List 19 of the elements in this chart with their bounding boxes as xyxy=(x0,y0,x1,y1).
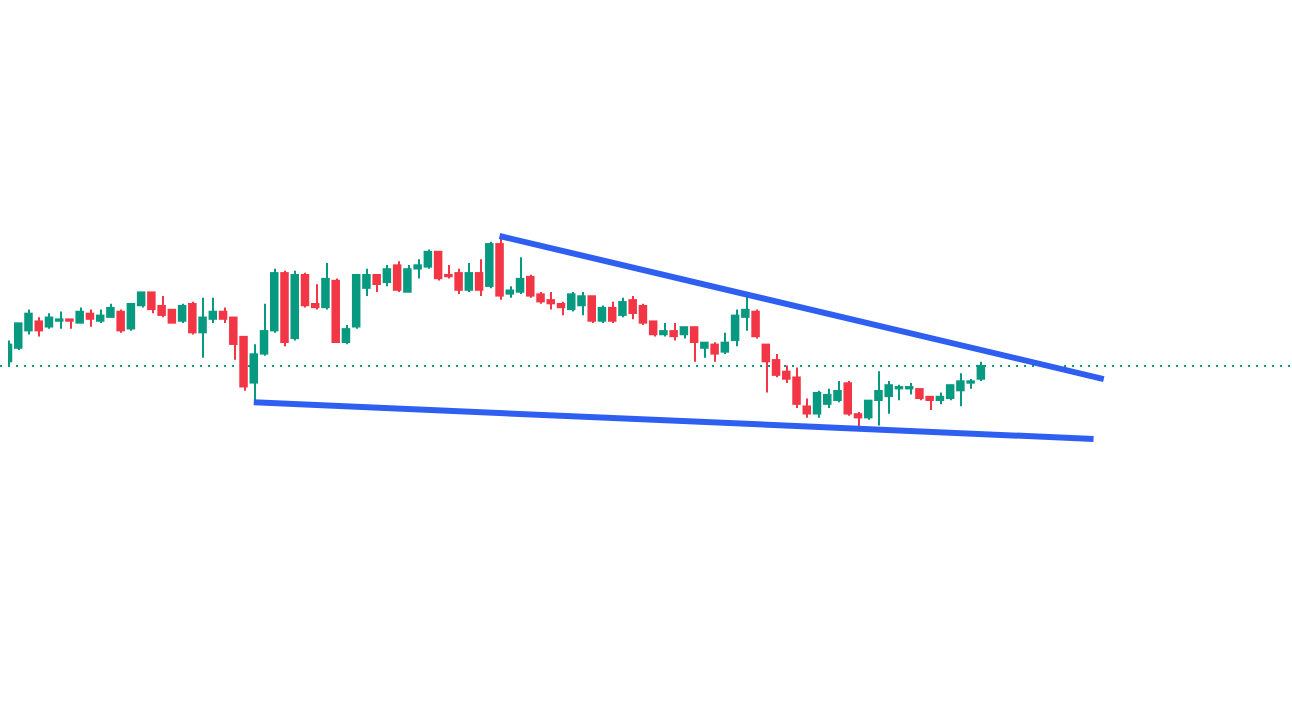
candlestick xyxy=(587,294,596,324)
candlestick xyxy=(116,308,125,334)
candlestick xyxy=(464,262,474,294)
candlestick xyxy=(751,308,760,340)
candlestick xyxy=(720,331,730,355)
candlestick xyxy=(34,316,43,338)
candlestick xyxy=(321,262,330,311)
candlestick xyxy=(474,258,484,297)
candlestick xyxy=(392,260,402,294)
candlestick xyxy=(177,302,187,324)
candlestick xyxy=(188,300,197,336)
candlestick xyxy=(341,323,351,346)
candlestick xyxy=(607,300,617,324)
candlestick xyxy=(802,397,812,419)
candlestick xyxy=(382,264,392,288)
candlestick xyxy=(485,240,494,290)
candlestick xyxy=(710,341,719,363)
candlestick xyxy=(689,325,699,363)
candlestick xyxy=(618,296,627,319)
